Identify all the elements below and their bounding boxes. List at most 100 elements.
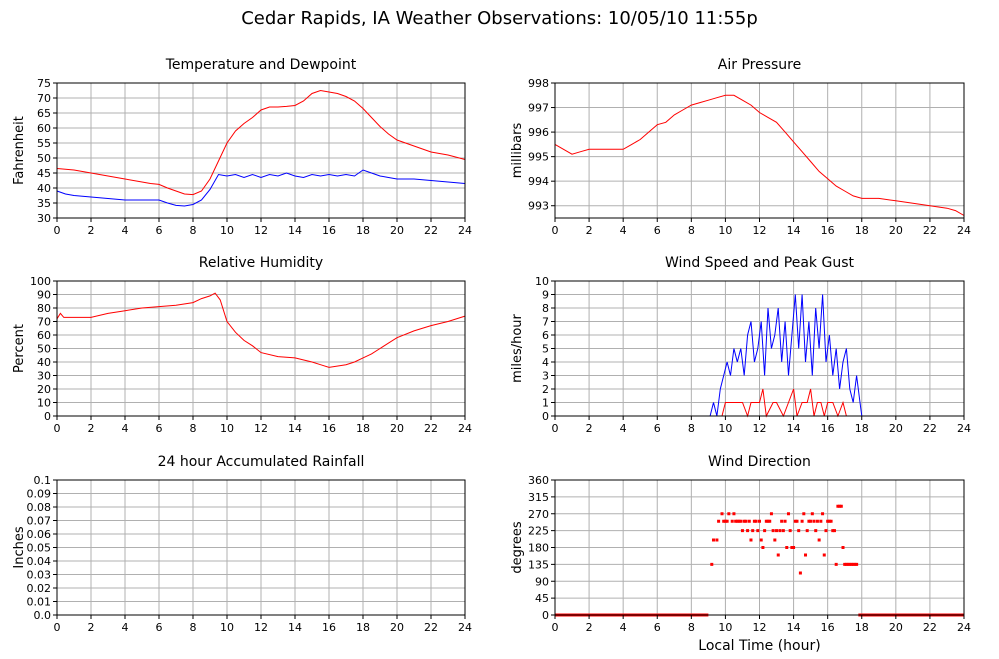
scatter-point — [795, 519, 799, 523]
x-tick-label: 12 — [254, 224, 268, 237]
scatter-point — [766, 519, 770, 523]
scatter-point — [841, 546, 845, 549]
scatter-point — [802, 512, 806, 516]
y-tick-label: 995 — [528, 151, 549, 164]
x-tick-label: 2 — [88, 621, 95, 634]
y-tick-label: 50 — [37, 152, 51, 165]
scatter-point — [831, 529, 835, 533]
y-tick-label: 315 — [528, 491, 549, 504]
scatter-point — [814, 529, 818, 533]
scatter-point — [751, 529, 755, 533]
scatter-point — [723, 519, 727, 523]
y-tick-label: 70 — [37, 316, 51, 329]
scatter-point — [744, 519, 748, 523]
x-tick-label: 2 — [586, 422, 593, 435]
x-tick-label: 24 — [458, 621, 472, 634]
y-tick-label: 0.06 — [27, 528, 52, 541]
x-tick-label: 8 — [190, 224, 197, 237]
scatter-point — [812, 519, 816, 523]
y-tick-label: 0.01 — [27, 596, 52, 609]
scatter-point — [717, 519, 721, 523]
scatter-point — [759, 538, 763, 542]
y-tick-label: 10 — [535, 275, 549, 288]
scatter-point — [821, 512, 825, 516]
y-axis-label: millibars — [510, 123, 525, 179]
x-tick-label: 18 — [855, 224, 869, 237]
scatter-point — [851, 562, 855, 566]
scatter-point — [793, 519, 797, 523]
x-tick-label: 0 — [552, 422, 559, 435]
scatter-point — [798, 571, 802, 575]
scatter-point — [715, 538, 719, 542]
x-tick-label: 14 — [787, 621, 801, 634]
x-tick-label: 16 — [821, 422, 835, 435]
x-tick-label: 20 — [889, 422, 903, 435]
scatter-point — [761, 546, 765, 549]
scatter-point — [839, 504, 843, 508]
x-tick-label: 24 — [458, 224, 472, 237]
chart-panel: 0 2 4 6 8 10 12 14 16 18 20 22 24993994995996997998A… — [510, 57, 971, 237]
chart-title: Air Pressure — [718, 57, 801, 73]
chart-panel: 0 2 4 6 8 10 12 14 16 18 20 22 240.00.010.020.030.04… — [12, 454, 472, 634]
y-tick-label: 45 — [37, 167, 51, 180]
x-tick-label: 0 — [54, 422, 61, 435]
x-tick-label: 4 — [122, 422, 129, 435]
x-tick-label: 6 — [156, 224, 163, 237]
y-tick-label: 40 — [37, 356, 51, 369]
scatter-point — [763, 529, 767, 533]
x-tick-label: 8 — [688, 422, 695, 435]
scatter-point — [786, 512, 790, 516]
y-tick-label: 135 — [528, 558, 549, 571]
y-tick-label: 0 — [44, 410, 51, 423]
scatter-point — [805, 529, 809, 533]
scatter-point — [788, 529, 792, 533]
scatter-point — [775, 529, 779, 533]
scatter-point — [768, 519, 772, 523]
scatter-point — [834, 562, 838, 566]
x-tick-label: 20 — [390, 224, 404, 237]
y-tick-label: 1 — [542, 397, 549, 410]
x-tick-label: 24 — [957, 422, 971, 435]
y-tick-label: 30 — [37, 370, 51, 383]
y-tick-label: 993 — [528, 200, 549, 213]
y-tick-label: 9 — [542, 289, 549, 302]
scatter-point — [776, 553, 780, 557]
scatter-point — [769, 512, 773, 516]
y-tick-label: 65 — [37, 107, 51, 120]
chart-title: Wind Direction — [708, 454, 811, 470]
scatter-point — [747, 519, 751, 523]
scatter-point — [790, 546, 794, 549]
y-tick-label: 100 — [30, 275, 51, 288]
x-tick-label: 16 — [322, 224, 336, 237]
scatter-point — [829, 519, 833, 523]
x-tick-label: 14 — [288, 224, 302, 237]
scatter-point — [838, 504, 842, 508]
series-line — [56, 292, 466, 368]
y-tick-label: 8 — [542, 302, 549, 315]
scatter-point — [735, 519, 739, 523]
scatter-point — [771, 529, 775, 533]
x-tick-label: 10 — [718, 422, 732, 435]
scatter-point — [827, 519, 831, 523]
x-tick-label: 22 — [923, 422, 937, 435]
x-tick-label: 12 — [254, 422, 268, 435]
y-tick-label: 0.07 — [27, 515, 52, 528]
x-tick-label: 0 — [552, 621, 559, 634]
y-tick-label: 994 — [528, 175, 549, 188]
x-tick-label: 14 — [288, 422, 302, 435]
series-line — [56, 89, 466, 196]
y-tick-label: 10 — [37, 397, 51, 410]
chart-title: Wind Speed and Peak Gust — [665, 255, 854, 271]
chart-title: Temperature and Dewpoint — [165, 57, 357, 73]
y-tick-label: 996 — [528, 126, 549, 139]
y-tick-label: 0.02 — [27, 582, 52, 595]
x-tick-label: 8 — [688, 621, 695, 634]
scatter-point — [758, 519, 761, 523]
x-tick-label: 6 — [156, 422, 163, 435]
x-tick-label: 6 — [654, 224, 661, 237]
y-tick-label: 80 — [37, 302, 51, 315]
scatter-point — [722, 519, 726, 523]
x-tick-label: 10 — [220, 224, 234, 237]
